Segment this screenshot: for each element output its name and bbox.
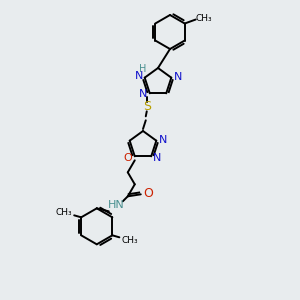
Text: N: N — [159, 135, 167, 145]
Text: CH₃: CH₃ — [195, 14, 212, 23]
Text: O: O — [123, 153, 132, 163]
Text: CH₃: CH₃ — [121, 236, 138, 245]
Text: HN: HN — [107, 200, 124, 210]
Text: H: H — [139, 64, 146, 74]
Text: O: O — [143, 187, 153, 200]
Text: N: N — [134, 71, 143, 81]
Text: N: N — [153, 153, 161, 163]
Text: S: S — [143, 100, 151, 113]
Text: CH₃: CH₃ — [56, 208, 73, 217]
Text: N: N — [174, 72, 182, 82]
Text: N: N — [139, 89, 147, 99]
